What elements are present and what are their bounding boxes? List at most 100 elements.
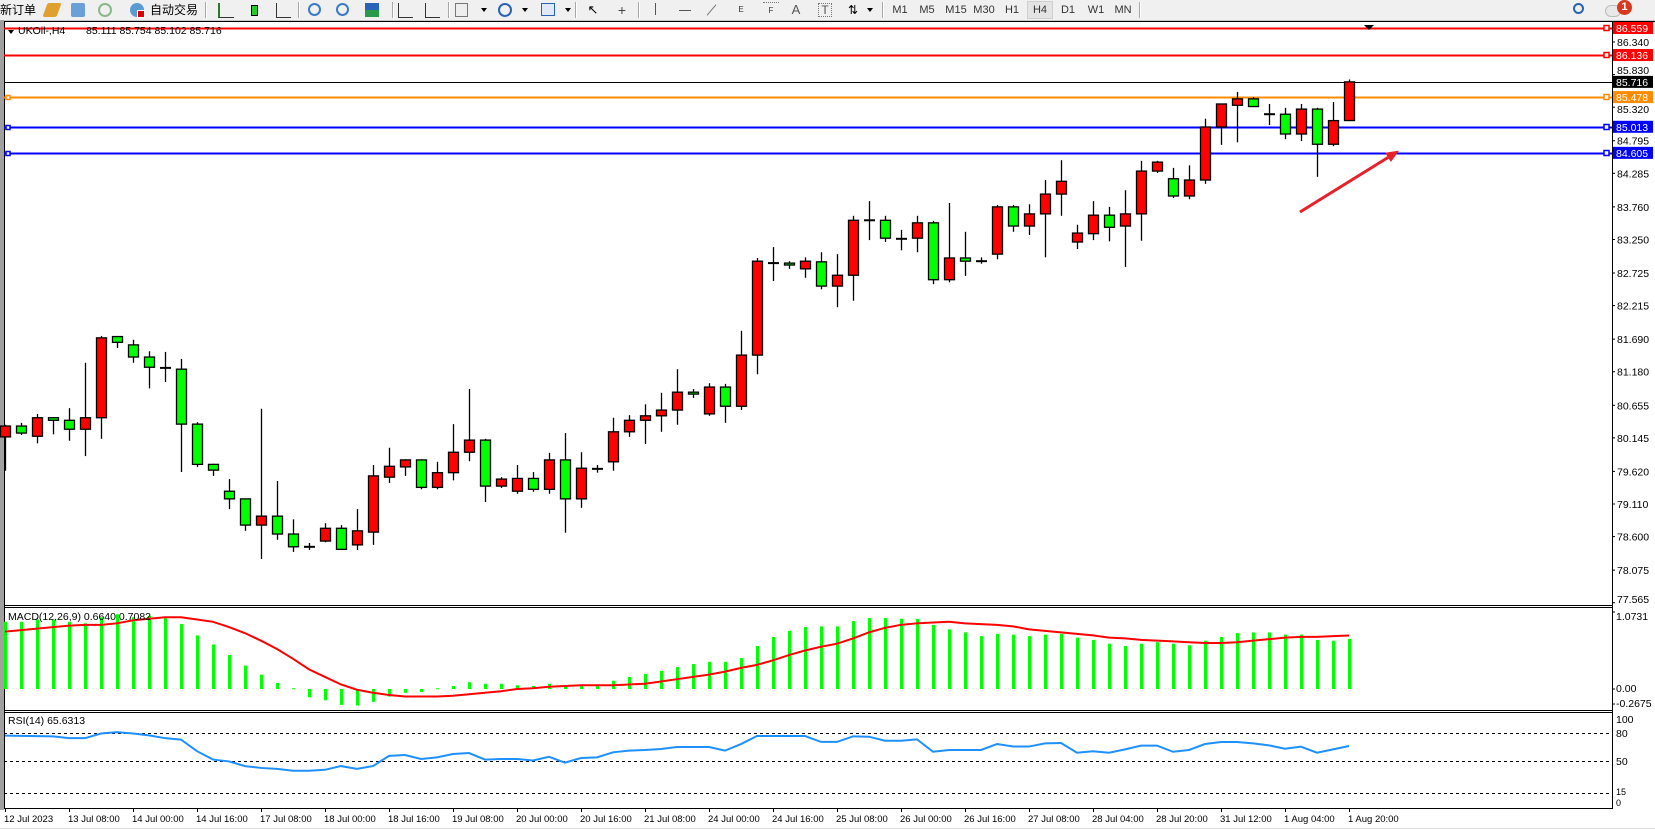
candle <box>911 215 924 253</box>
candle-body <box>559 459 572 500</box>
macd-histogram-bar <box>948 629 951 689</box>
red-arrow-annotation[interactable] <box>1299 150 1399 214</box>
candle <box>143 351 156 389</box>
zoom-out-icon[interactable] <box>336 3 349 16</box>
macd-histogram-bar <box>260 674 263 689</box>
chevron-down-icon[interactable] <box>522 8 528 12</box>
tile-windows-icon[interactable] <box>365 3 379 17</box>
candle-body <box>735 354 748 407</box>
bar-chart-icon[interactable] <box>218 3 234 18</box>
candle-body <box>1215 103 1228 128</box>
ohlc-readout: 85.111 85.754 85.102 85.716 <box>86 25 222 37</box>
line-handle[interactable] <box>5 94 11 101</box>
candle <box>751 257 764 375</box>
timeframe-w1[interactable]: W1 <box>1087 4 1105 16</box>
time-axis-label: 20 Jul 00:00 <box>516 814 568 825</box>
candle <box>831 254 844 308</box>
horizontal-lines <box>4 24 1612 157</box>
candle-body <box>943 257 956 281</box>
time-axis-label: 17 Jul 08:00 <box>260 814 312 825</box>
new-order-button[interactable]: 新订单 <box>0 3 37 17</box>
candle <box>304 542 315 551</box>
time-axis-label: 21 Jul 08:00 <box>644 814 696 825</box>
window-edge <box>0 20 4 830</box>
periods-icon[interactable] <box>498 3 512 17</box>
chart-frame <box>0 20 1655 830</box>
price-tag <box>1613 120 1653 133</box>
candle <box>495 477 508 489</box>
cursor-icon[interactable]: ↖ <box>587 2 599 17</box>
line-handle[interactable] <box>1603 149 1610 157</box>
chart-shift-icon[interactable] <box>425 3 440 18</box>
candle-body <box>543 459 556 490</box>
line-handle[interactable] <box>1603 123 1610 131</box>
search-icon[interactable] <box>1573 3 1584 14</box>
chevron-down-icon[interactable] <box>867 8 873 12</box>
candlestick-icon[interactable] <box>248 3 262 17</box>
candle-body <box>479 439 492 487</box>
zoom-in-icon[interactable] <box>308 3 321 16</box>
timeframe-m5[interactable]: M5 <box>919 4 935 16</box>
macd-histogram-bar <box>100 617 103 689</box>
horizontal-line-icon[interactable] <box>679 10 691 11</box>
price-tag-label: 85.013 <box>1616 122 1648 134</box>
line-handle[interactable] <box>1603 93 1610 101</box>
equidistant-channel-icon[interactable]: E <box>733 2 749 18</box>
timeframe-m1[interactable]: M1 <box>892 4 908 16</box>
candle <box>623 415 636 437</box>
rsi-axis-label: 0 <box>1616 798 1621 808</box>
data-window-icon[interactable] <box>71 3 85 17</box>
text-icon[interactable]: A <box>791 2 801 17</box>
auto-scroll-icon[interactable] <box>398 3 413 18</box>
line-handle[interactable] <box>1603 51 1610 59</box>
toolbar-separator <box>298 2 300 18</box>
timeframe-h4[interactable]: H4 <box>1027 1 1053 19</box>
candle <box>511 465 524 494</box>
auto-trading-button[interactable]: 自动交易 <box>149 3 198 17</box>
candle-body <box>879 219 892 239</box>
vertical-line-icon[interactable] <box>655 3 656 15</box>
text-label-icon[interactable]: T <box>818 3 832 17</box>
macd-histogram-bar <box>1044 634 1047 689</box>
line-handle[interactable] <box>5 124 11 131</box>
macd-histogram-bar <box>20 621 23 689</box>
macd-histogram-bar <box>1092 639 1095 689</box>
new-chart-icon[interactable] <box>455 3 468 17</box>
candle-body <box>527 477 540 490</box>
signals-icon[interactable] <box>98 3 112 17</box>
line-handle[interactable] <box>5 150 11 157</box>
arrows-icon[interactable]: ⇅ <box>847 3 859 17</box>
candle <box>111 335 124 349</box>
timeframe-h1[interactable]: H1 <box>1004 4 1020 16</box>
candle <box>1135 160 1148 241</box>
candle <box>1151 160 1164 173</box>
timeframe-m15[interactable]: M15 <box>945 4 967 16</box>
candle <box>1199 118 1212 184</box>
caret-down-icon <box>8 30 14 34</box>
candle-body <box>1087 214 1100 235</box>
candle-body <box>127 344 140 358</box>
fibonacci-icon[interactable]: F <box>763 2 779 19</box>
timeframe-m30[interactable]: M30 <box>973 4 995 16</box>
macd-axis-label: 1.0731 <box>1616 611 1648 623</box>
line-handle[interactable] <box>1603 24 1610 32</box>
price-axis-label: 84.285 <box>1617 168 1649 180</box>
time-axis-label: 24 Jul 00:00 <box>708 814 760 825</box>
line-chart-icon[interactable] <box>276 3 291 18</box>
chevron-down-icon[interactable] <box>481 8 487 12</box>
chevron-down-icon[interactable] <box>565 8 571 12</box>
price-axis-label: 82.725 <box>1617 268 1649 280</box>
candle <box>559 433 572 533</box>
timeframe-mn[interactable]: MN <box>1114 4 1132 16</box>
macd-histogram-bar <box>52 619 55 689</box>
macd-histogram-bar <box>1300 634 1303 689</box>
candle <box>160 351 171 382</box>
timeframe-d1[interactable]: D1 <box>1060 4 1076 16</box>
candle-body <box>63 419 76 430</box>
templates-icon[interactable] <box>541 3 555 16</box>
chart-shift-marker-icon[interactable] <box>1364 25 1374 30</box>
time-axis-label: 14 Jul 00:00 <box>132 814 184 825</box>
crosshair-icon[interactable]: + <box>617 2 627 18</box>
auto-trading-icon[interactable] <box>130 3 145 18</box>
